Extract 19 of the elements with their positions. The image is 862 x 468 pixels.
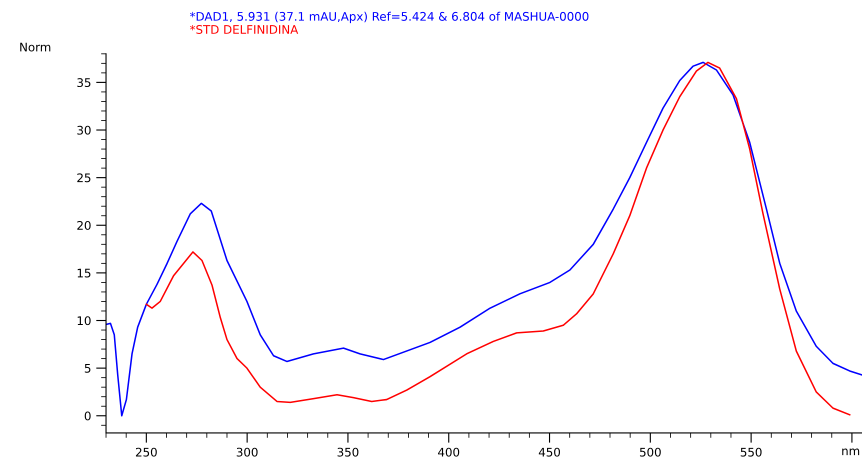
- y-tick-label: 10: [78, 316, 91, 326]
- y-tick-label: 25: [77, 173, 90, 182]
- text: *STD DELFINIDINA: [190, 25, 298, 34]
- y-tick-label: 5: [84, 364, 90, 373]
- text: *DAD1, 5.931 (37.1 mAU,Apx) Ref=5.424 & 6.804 of MASHUA-0000: [190, 12, 588, 24]
- y-tick-label: 20: [77, 220, 91, 230]
- x-axis-title: nm: [842, 448, 860, 456]
- x-tick-label: 550: [740, 448, 762, 457]
- y-tick-label: 35: [77, 78, 90, 88]
- x-tick-label: 500: [640, 448, 661, 457]
- x-tick-label: 450: [538, 448, 560, 457]
- y-tick-label: 30: [77, 126, 91, 135]
- x-tick-label: 300: [236, 448, 258, 457]
- y-tick-label: 0: [84, 411, 91, 420]
- x-tick-label: 400: [438, 448, 460, 457]
- y-tick-label: 15: [78, 268, 90, 278]
- x-tick-label: 350: [338, 448, 358, 457]
- x-tick-label: 250: [136, 448, 157, 457]
- y-axis-title: Norm: [20, 42, 50, 52]
